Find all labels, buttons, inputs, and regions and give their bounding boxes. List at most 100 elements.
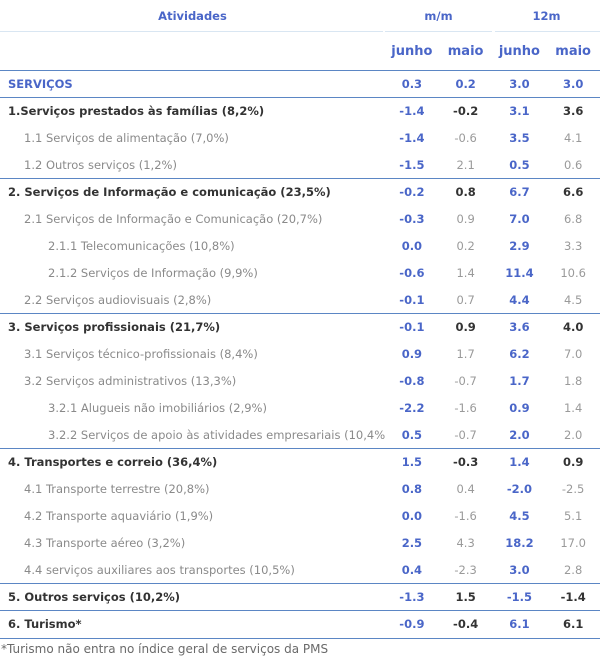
cell-12m-junho: 4.4 <box>509 292 530 307</box>
cell-mm-junho: -1.4 <box>399 131 425 145</box>
cell-mm-junho: -1.5 <box>399 157 425 172</box>
table-row-subsub: 3.2.2 Serviços de apoio às atividades em… <box>0 422 600 449</box>
cell-mm-junho: 2.5 <box>401 536 423 550</box>
row-label: 2.2 Serviços audiovisuais (2,8%) <box>24 292 212 307</box>
cell-12m-maio: -2.5 <box>561 482 585 496</box>
cell-mm-maio: 0.7 <box>456 292 475 307</box>
cell-mm-junho: 1.5 <box>385 448 439 476</box>
column-header-junho-mm: junho <box>385 32 439 71</box>
cell-12m-junho: 6.7 <box>492 178 547 206</box>
cell-12m-junho: 0.5 <box>509 157 530 172</box>
table-row-sub: 2.2 Serviços audiovisuais (2,8%) -0.1 0.… <box>0 287 600 314</box>
column-header-junho-12m: junho <box>492 32 547 71</box>
cell-mm-maio: -0.7 <box>454 374 477 388</box>
table-row-group: 5. Outros serviços (10,2%) -1.3 1.5 -1.5… <box>0 583 600 611</box>
cell-12m-maio: 1.8 <box>563 374 583 388</box>
cell-mm-junho: -0.1 <box>399 292 425 307</box>
table-row-group: 2. Serviços de Informação e comunicação … <box>0 178 600 206</box>
cell-mm-junho: 0.3 <box>401 77 423 91</box>
table-row-subsub: 2.1.1 Telecomunicações (10,8%) 0.0 0.2 2… <box>0 233 600 260</box>
cell-12m-maio: 3.0 <box>562 77 584 91</box>
row-label: 4.1 Transporte terrestre (20,8%) <box>24 482 210 496</box>
services-table: Atividades m/m 12m junho maio junho maio… <box>0 0 600 638</box>
cell-12m-junho: 3.1 <box>492 97 547 125</box>
cell-12m-maio: 6.6 <box>546 178 600 206</box>
cell-12m-junho: 6.2 <box>509 347 530 361</box>
cell-12m-junho: 4.5 <box>509 509 530 523</box>
row-label: 4. Transportes e correio (36,4%) <box>0 448 385 476</box>
cell-12m-junho: 3.6 <box>492 313 547 341</box>
cell-mm-maio: 4.3 <box>456 536 475 550</box>
row-label: 1.2 Outros serviços (1,2%) <box>24 157 177 172</box>
table-row-subsub: 2.1.2 Serviços de Informação (9,9%) -0.6… <box>0 260 600 287</box>
cell-mm-junho: 0.0 <box>401 239 423 253</box>
cell-mm-junho: -0.1 <box>385 313 439 341</box>
cell-12m-junho: -2.0 <box>506 482 532 496</box>
table-row-group: 3. Serviços profissionais (21,7%) -0.1 0… <box>0 313 600 341</box>
cell-mm-junho: 0.0 <box>401 509 423 523</box>
header-rule <box>0 31 383 32</box>
cell-mm-junho: -2.2 <box>399 401 425 415</box>
cell-mm-junho: -0.2 <box>385 178 439 206</box>
row-label: 4.3 Transporte aéreo (3,2%) <box>24 536 186 550</box>
cell-12m-maio: 2.8 <box>563 562 583 577</box>
row-label: 2.1.1 Telecomunicações (10,8%) <box>48 239 235 253</box>
cell-mm-maio: 0.4 <box>456 482 475 496</box>
row-label: 1.Serviços prestados às famílias (8,2%) <box>0 97 385 125</box>
cell-mm-maio: 0.2 <box>456 239 475 253</box>
table-row-group: 4. Transportes e correio (36,4%) 1.5 -0.… <box>0 448 600 476</box>
cell-mm-maio: -1.6 <box>454 401 477 415</box>
table-row-sub: 4.4 serviços auxiliares aos transportes … <box>0 557 600 584</box>
row-label: 3.2.2 Serviços de apoio às atividades em… <box>48 427 385 442</box>
table-row-sub: 1.2 Outros serviços (1,2%) -1.5 2.1 0.5 … <box>0 152 600 179</box>
cell-12m-maio: 3.3 <box>563 239 583 253</box>
row-label: 2.1.2 Serviços de Informação (9,9%) <box>48 266 258 280</box>
table-row-sub: 1.1 Serviços de alimentação (7,0%) -1.4 … <box>0 125 600 152</box>
cell-mm-maio: 0.9 <box>456 212 475 226</box>
column-group-mm: m/m <box>424 9 453 23</box>
cell-12m-junho: 2.9 <box>509 239 530 253</box>
cell-12m-maio: 6.8 <box>563 212 583 226</box>
cell-mm-maio: 1.7 <box>456 347 475 361</box>
row-label: 3.2 Serviços administrativos (13,3%) <box>24 374 237 388</box>
column-header-maio-mm: maio <box>438 32 493 71</box>
cell-mm-junho: 0.5 <box>401 427 423 442</box>
cell-mm-maio: 0.9 <box>438 313 493 341</box>
cell-12m-maio: 5.1 <box>563 509 583 523</box>
cell-mm-maio: 0.8 <box>438 178 493 206</box>
row-label: 2. Serviços de Informação e comunicação … <box>0 178 385 206</box>
cell-12m-junho: 18.2 <box>505 536 534 550</box>
cell-mm-maio: 0.2 <box>455 77 476 91</box>
table-row-sub: 3.1 Serviços técnico-profissionais (8,4%… <box>0 341 600 368</box>
cell-12m-junho: 1.4 <box>492 448 547 476</box>
table-row-sub: 4.2 Transporte aquaviário (1,9%) 0.0 -1.… <box>0 503 600 530</box>
cell-12m-maio: 7.0 <box>563 347 583 361</box>
cell-mm-junho: 0.4 <box>401 562 423 577</box>
row-label: 3. Serviços profissionais (21,7%) <box>0 313 385 341</box>
cell-mm-maio: -0.4 <box>438 610 493 638</box>
cell-12m-junho: 1.7 <box>509 374 530 388</box>
cell-mm-junho: -0.8 <box>399 374 425 388</box>
table-row-group: 1.Serviços prestados às famílias (8,2%) … <box>0 97 600 125</box>
cell-mm-junho: -0.9 <box>385 610 439 638</box>
cell-12m-junho: 6.1 <box>492 610 547 638</box>
cell-mm-junho: 0.8 <box>401 482 423 496</box>
cell-12m-junho: 0.9 <box>509 401 530 415</box>
cell-12m-junho: 3.0 <box>509 77 530 91</box>
table-row-servicos: SERVIÇOS 0.3 0.2 3.0 3.0 <box>0 71 600 98</box>
table-row-sub: 3.2 Serviços administrativos (13,3%) -0.… <box>0 368 600 395</box>
header-rule <box>385 31 492 32</box>
cell-12m-maio: 0.9 <box>546 448 600 476</box>
column-header-maio-12m: maio <box>546 32 600 71</box>
row-label: SERVIÇOS <box>8 77 73 91</box>
table-row-subsub: 3.2.1 Alugueis não imobiliários (2,9%) -… <box>0 395 600 422</box>
column-group-12m: 12m <box>492 0 600 32</box>
cell-12m-maio: 4.5 <box>563 292 583 307</box>
cell-12m-junho: 7.0 <box>509 212 530 226</box>
header-rule <box>495 31 600 32</box>
row-label: 5. Outros serviços (10,2%) <box>0 583 385 611</box>
cell-12m-maio: 6.1 <box>546 610 600 638</box>
cell-mm-maio: -0.6 <box>454 131 477 145</box>
table-row-sub: 2.1 Serviços de Informação e Comunicação… <box>0 206 600 233</box>
